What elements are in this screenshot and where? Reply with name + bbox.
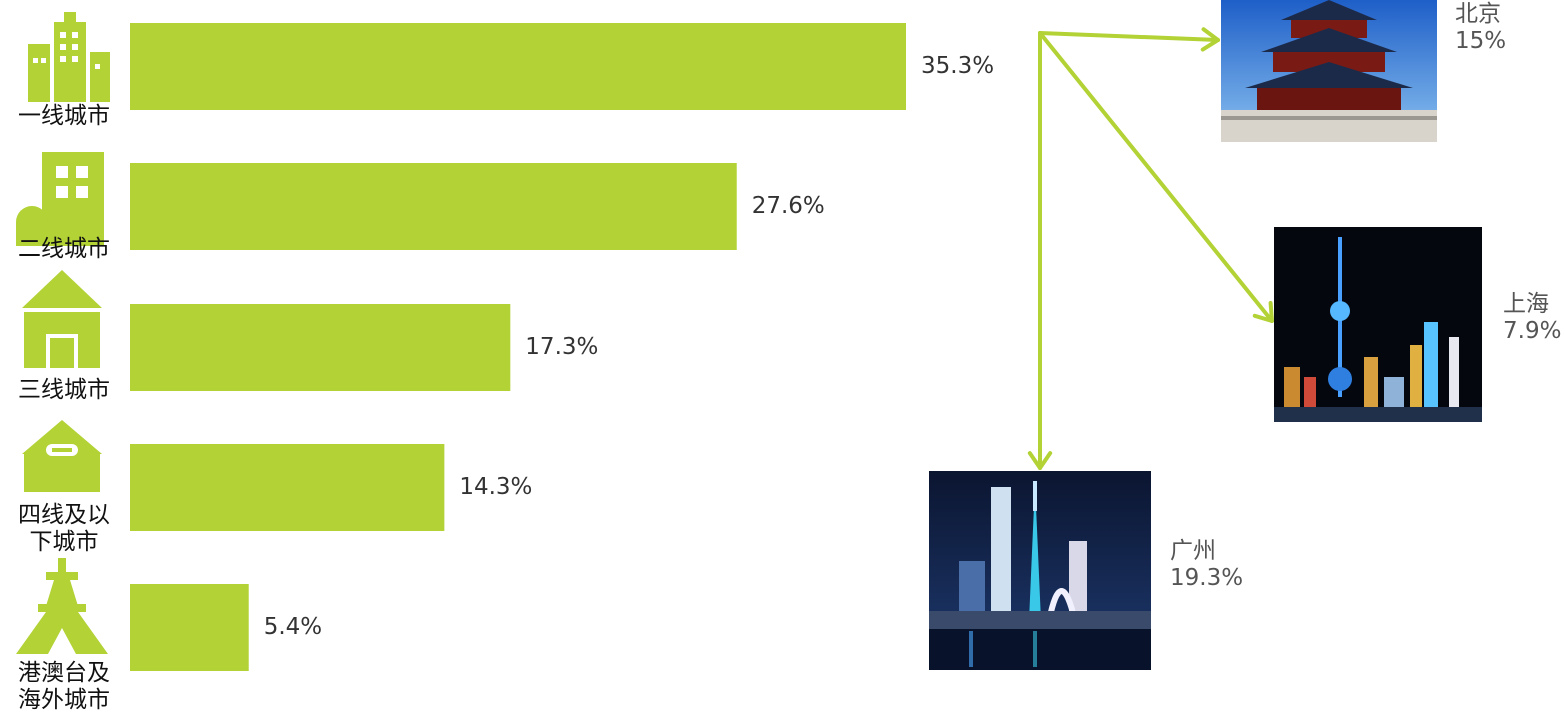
city-label-shanghai: 上海 7.9% <box>1503 291 1561 345</box>
guangzhou-tower-photo <box>929 471 1151 670</box>
house-icon <box>22 270 102 368</box>
bar-value-label-3: 17.3% <box>525 333 599 360</box>
category-label-1: 一线城市 <box>18 103 110 129</box>
bar-2 <box>130 163 737 250</box>
city-value-guangzhou: 19.3% <box>1170 565 1244 591</box>
bar-3 <box>130 304 511 391</box>
bar-value-label-4: 14.3% <box>459 473 533 500</box>
category-label-2: 二线城市 <box>18 236 110 262</box>
arrow-line-beijing <box>1038 31 1220 42</box>
small-house-icon <box>22 420 102 492</box>
arrow-head-beijing <box>1200 27 1220 52</box>
category-label-4: 四线及以 下城市 <box>18 502 110 555</box>
bar-value-label-5: 5.4% <box>263 613 323 640</box>
bar-value-label-1: 35.3% <box>921 52 995 79</box>
city-name-shanghai: 上海 <box>1503 291 1549 317</box>
category-label-3: 三线城市 <box>18 377 110 403</box>
beijing-temple-photo <box>1221 0 1437 142</box>
arrow-head-guangzhou <box>1027 451 1053 470</box>
category-label-5: 港澳台及 海外城市 <box>18 660 110 713</box>
eiffel-tower-icon <box>16 558 108 654</box>
city-label-beijing: 北京 15% <box>1455 1 1506 55</box>
shanghai-skyline-photo <box>1274 227 1482 422</box>
building-icon <box>16 152 104 246</box>
city-name-guangzhou: 广州 <box>1170 538 1216 564</box>
city-value-beijing: 15% <box>1455 28 1507 54</box>
city-name-beijing: 北京 <box>1455 1 1501 27</box>
bar-4 <box>130 444 445 531</box>
city-label-guangzhou: 广州 19.3% <box>1170 538 1243 592</box>
bar-value-label-2: 27.6% <box>751 192 825 219</box>
bar-5 <box>130 584 249 671</box>
office-buildings-icon <box>28 12 110 102</box>
arrow-line-shanghai <box>1038 31 1274 323</box>
city-value-shanghai: 7.9% <box>1503 318 1562 344</box>
bar-1 <box>130 23 906 110</box>
arrow-head-shanghai <box>1252 301 1274 323</box>
